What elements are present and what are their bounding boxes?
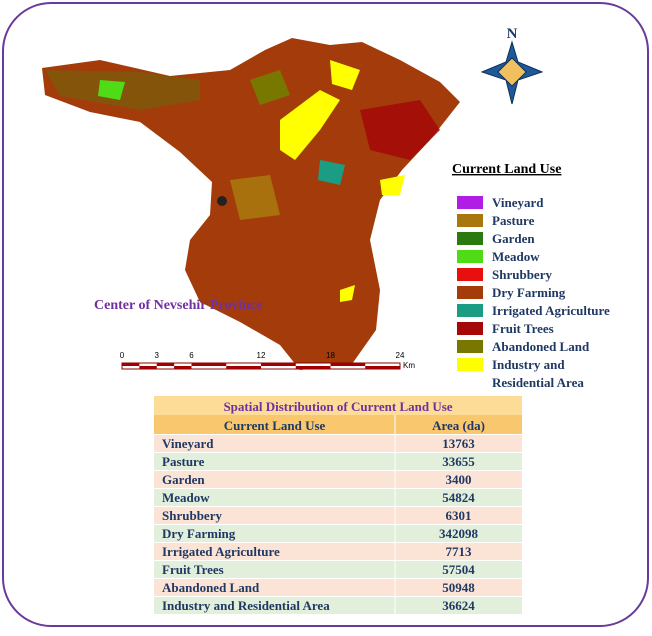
table-header: Current Land Use bbox=[224, 418, 326, 433]
legend-label: Vineyard bbox=[492, 195, 544, 210]
map-region bbox=[280, 90, 340, 160]
north-label: N bbox=[507, 26, 518, 42]
map-label: Center of Nevsehir Province bbox=[94, 298, 262, 313]
table-cell: Fruit Trees bbox=[162, 562, 224, 577]
scale-tick-label: 0 bbox=[120, 351, 125, 360]
map-region bbox=[330, 60, 360, 90]
scale-segment bbox=[156, 363, 175, 366]
table-row-bg bbox=[154, 597, 522, 614]
table-cell: Abandoned Land bbox=[162, 580, 260, 595]
table-cell: 36624 bbox=[442, 598, 475, 613]
land-use-map bbox=[42, 38, 460, 370]
table-cell: Pasture bbox=[162, 454, 205, 469]
legend-swatch bbox=[457, 250, 483, 263]
table-row-bg bbox=[154, 507, 522, 524]
scale-unit: Km bbox=[403, 361, 415, 370]
table-row-bg bbox=[154, 579, 522, 596]
legend-label: Pasture bbox=[492, 213, 535, 228]
table-cell: Shrubbery bbox=[162, 508, 222, 523]
legend-swatch bbox=[457, 358, 483, 371]
compass-center bbox=[497, 57, 527, 87]
table-cell: 342098 bbox=[439, 526, 479, 541]
map-region bbox=[230, 175, 280, 220]
table: Spatial Distribution of Current Land Use… bbox=[154, 396, 522, 615]
table-cell: 13763 bbox=[442, 436, 475, 451]
table-row-bg bbox=[154, 489, 522, 506]
legend-label: Garden bbox=[492, 231, 535, 246]
legend-label: Meadow bbox=[492, 249, 540, 264]
legend-swatch bbox=[457, 214, 483, 227]
scale-tick-label: 24 bbox=[396, 351, 405, 360]
scale-tick-label: 6 bbox=[189, 351, 194, 360]
map-region bbox=[318, 160, 345, 185]
table-cell: 54824 bbox=[442, 490, 475, 505]
legend-label: Industry and Residential Area bbox=[492, 357, 584, 390]
scale-segment bbox=[295, 366, 331, 369]
legend-swatch bbox=[457, 286, 483, 299]
table-cell: 3400 bbox=[446, 472, 472, 487]
legend-swatch bbox=[457, 304, 483, 317]
scale-segment bbox=[261, 363, 296, 366]
table-title: Spatial Distribution of Current Land Use bbox=[223, 399, 452, 414]
table-cell: 50948 bbox=[442, 580, 475, 595]
scale-segment bbox=[191, 363, 227, 366]
scale-segment bbox=[365, 366, 400, 369]
table-cell: Irrigated Agriculture bbox=[162, 544, 280, 559]
legend-label: Fruit Trees bbox=[492, 321, 554, 336]
map-region bbox=[250, 70, 290, 105]
table-title-bg bbox=[154, 396, 522, 415]
legend-title: Current Land Use bbox=[452, 162, 561, 177]
legend-swatch bbox=[457, 196, 483, 209]
scale-segment bbox=[122, 363, 140, 366]
legend: Vineyard Pasture Garden Meadow Shrubbery Dry … bbox=[457, 195, 610, 390]
scale-segment bbox=[139, 366, 157, 369]
compass: N bbox=[480, 26, 544, 105]
table-row-bg bbox=[154, 471, 522, 488]
map-center bbox=[217, 196, 227, 206]
table-cell: Garden bbox=[162, 472, 205, 487]
table-cell: Industry and Residential Area bbox=[162, 598, 330, 613]
legend-swatch bbox=[457, 322, 483, 335]
scale-segment bbox=[174, 366, 192, 369]
scale-segment bbox=[330, 363, 366, 366]
legend-label: Irrigated Agriculture bbox=[492, 303, 610, 318]
legend-label: Shrubbery bbox=[492, 267, 552, 282]
legend-swatch bbox=[457, 268, 483, 281]
legend-label-line: Residential Area bbox=[492, 375, 584, 390]
table-cell: 57504 bbox=[442, 562, 475, 577]
table-cell: Meadow bbox=[162, 490, 210, 505]
table-cell: Vineyard bbox=[162, 436, 214, 451]
map-region bbox=[360, 100, 440, 160]
legend-swatch bbox=[457, 340, 483, 353]
map-region bbox=[340, 285, 355, 302]
scale-tick-label: 12 bbox=[257, 351, 266, 360]
table-row-bg bbox=[154, 561, 522, 578]
table-row-bg bbox=[154, 525, 522, 542]
table-row-bg bbox=[154, 435, 522, 452]
table-row-bg bbox=[154, 453, 522, 470]
table-cell: 6301 bbox=[446, 508, 472, 523]
table-row-bg bbox=[154, 543, 522, 560]
legend-label: Abandoned Land bbox=[492, 339, 590, 354]
table-cell: 33655 bbox=[442, 454, 475, 469]
legend-label: Dry Farming bbox=[492, 285, 566, 300]
scale-tick-label: 3 bbox=[155, 351, 160, 360]
table-cell: 7713 bbox=[446, 544, 473, 559]
table-header-bg bbox=[154, 415, 522, 434]
scale-segment bbox=[226, 366, 261, 369]
map-region bbox=[98, 80, 125, 100]
table-cell: Dry Farming bbox=[162, 526, 236, 541]
legend-swatch bbox=[457, 232, 483, 245]
map-region bbox=[380, 175, 405, 195]
legend-label-line: Industry and bbox=[492, 357, 565, 372]
scale-tick-label: 18 bbox=[326, 351, 335, 360]
table-header: Area (da) bbox=[432, 418, 485, 433]
